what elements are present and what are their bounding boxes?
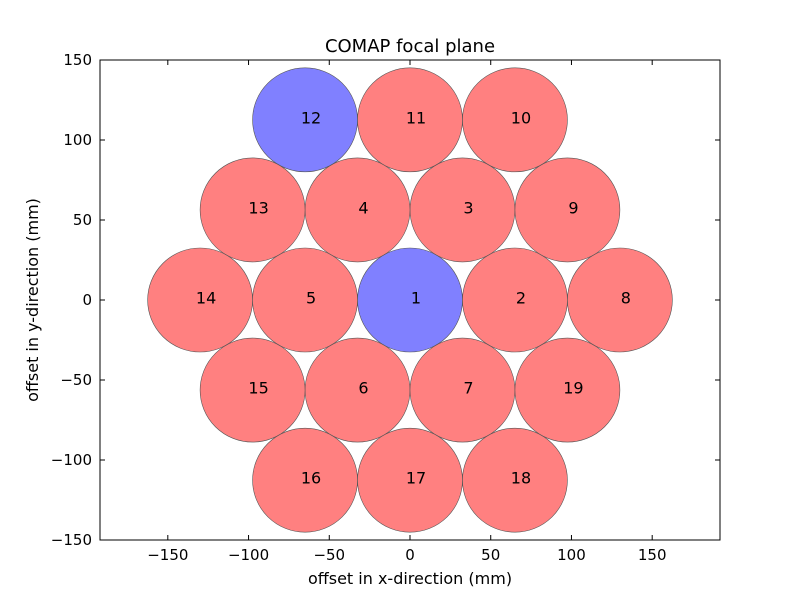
horn-label-12: 12 — [301, 108, 321, 127]
horn-label-7: 7 — [463, 379, 473, 398]
horn-label-4: 4 — [358, 198, 368, 217]
horn-label-19: 19 — [563, 379, 583, 398]
x-tick-label: 0 — [405, 546, 415, 564]
horn-label-6: 6 — [358, 379, 368, 398]
x-tick-label: −100 — [228, 546, 269, 564]
horn-label-13: 13 — [248, 198, 268, 217]
horn-label-5: 5 — [306, 289, 316, 308]
horn-label-10: 10 — [511, 108, 531, 127]
x-tick-label: 100 — [557, 546, 586, 564]
horn-label-9: 9 — [568, 198, 578, 217]
horn-marker-18 — [462, 427, 568, 533]
horn-markers — [147, 67, 673, 533]
horn-label-3: 3 — [463, 198, 473, 217]
horn-label-14: 14 — [196, 289, 216, 308]
horn-marker-9 — [514, 157, 621, 263]
x-axis-ticks: −150 −100 −50 0 50 100 150 — [147, 60, 667, 564]
y-axis-label: offset in y-direction (mm) — [23, 198, 42, 402]
horn-label-15: 15 — [248, 379, 268, 398]
horn-label-1: 1 — [411, 289, 421, 308]
horn-label-2: 2 — [516, 289, 526, 308]
y-tick-label: 50 — [73, 211, 92, 229]
y-tick-label: 0 — [82, 291, 92, 309]
horn-label-11: 11 — [406, 108, 426, 127]
y-tick-label: −50 — [60, 371, 92, 389]
horn-label-17: 17 — [406, 469, 426, 488]
x-tick-label: 150 — [638, 546, 667, 564]
horn-label-16: 16 — [301, 469, 321, 488]
y-tick-label: 150 — [63, 51, 92, 69]
horn-label-8: 8 — [621, 289, 631, 308]
chart-title: COMAP focal plane — [325, 36, 495, 57]
y-axis-ticks: −150 −100 −50 0 50 100 150 — [51, 51, 720, 549]
horn-marker-12 — [252, 67, 358, 173]
horn-marker-15 — [199, 337, 306, 443]
x-tick-label: −150 — [147, 546, 188, 564]
x-axis-label: offset in x-direction (mm) — [308, 569, 512, 588]
horn-label-18: 18 — [511, 469, 531, 488]
y-tick-label: 100 — [63, 131, 92, 149]
horn-marker-13 — [199, 157, 306, 263]
y-tick-label: −150 — [51, 531, 92, 549]
x-tick-label: −50 — [313, 546, 345, 564]
horn-marker-14 — [147, 247, 253, 353]
y-tick-label: −100 — [51, 451, 92, 469]
horn-marker-8 — [567, 247, 673, 353]
x-tick-label: 50 — [481, 546, 500, 564]
horn-marker-19 — [514, 337, 621, 443]
